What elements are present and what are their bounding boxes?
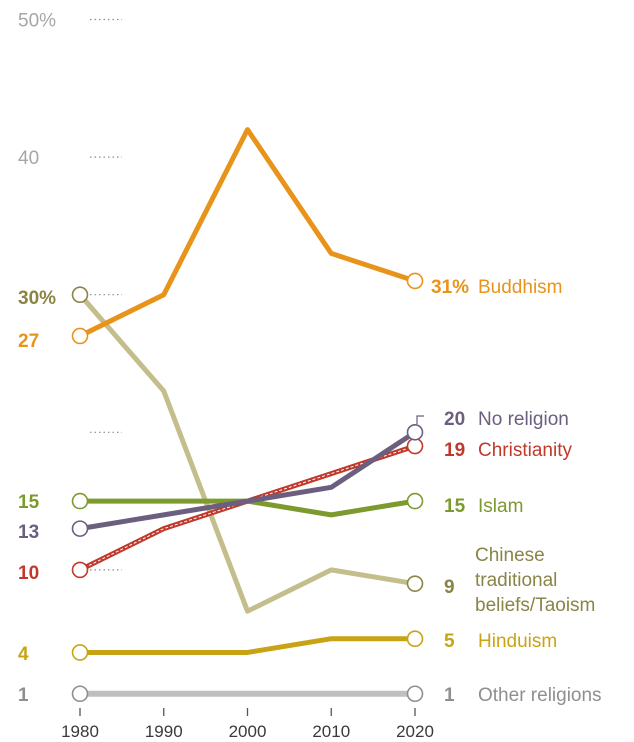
marker-chinese-traditional-beliefs-taoism-2020 xyxy=(406,575,424,592)
marker-hinduism-1980 xyxy=(71,644,89,661)
end-label-other-religions: 1 xyxy=(444,685,455,706)
marker-hinduism-2020 xyxy=(406,630,424,648)
end-label-chinese-traditional-beliefs-taoism: 9 xyxy=(444,577,455,598)
series-name-chinese-traditional-beliefs-taoism: Chinese traditional beliefs/Taoism xyxy=(475,545,595,616)
start-label-chinese-traditional-beliefs-taoism: 30% xyxy=(18,288,56,309)
series-line-chinese-traditional-beliefs-taoism xyxy=(78,293,416,614)
series-lines xyxy=(78,127,417,697)
series-name-line-1: Chinese xyxy=(475,545,545,566)
x-tick-1990: 1990 xyxy=(145,722,183,741)
series-name-buddhism: Buddhism xyxy=(478,277,563,298)
y-tick-50: 50% xyxy=(18,11,56,32)
end-label-christianity: 19 xyxy=(444,440,465,461)
end-label-islam: 15 xyxy=(444,496,466,517)
series-name-hinduism: Hinduism xyxy=(478,631,557,652)
marker-other-religions-1980 xyxy=(71,685,89,703)
start-label-no-religion: 13 xyxy=(18,522,39,543)
start-label-other-religions: 1 xyxy=(18,685,29,706)
marker-no-religion-2020 xyxy=(406,423,424,441)
marker-other-religions-2020 xyxy=(406,685,424,703)
start-label-christianity: 10 xyxy=(18,563,39,584)
end-label-no-religion: 20 xyxy=(444,409,465,430)
x-tick-2020: 2020 xyxy=(396,722,434,741)
y-axis-ticks: 50% 40 xyxy=(18,11,56,170)
series-name-islam: Islam xyxy=(478,496,523,517)
marker-buddhism-1980 xyxy=(71,327,89,345)
series-name-no-religion: No religion xyxy=(478,409,569,430)
x-tick-2000: 2000 xyxy=(229,722,267,741)
series-line-buddhism xyxy=(78,127,416,339)
x-axis-ticks: 1980 1990 2000 2010 2020 xyxy=(61,708,434,741)
series-markers xyxy=(71,272,424,703)
marker-islam-1980 xyxy=(71,492,89,510)
end-label-buddhism: 31% xyxy=(431,277,469,298)
series-name-line-3: beliefs/Taoism xyxy=(475,595,595,616)
start-label-hinduism: 4 xyxy=(18,644,29,665)
series-labels: 1 1 Other religions 4 5 Hinduism 30% 9 Chinese tr… xyxy=(18,277,602,706)
series-line-no-religion xyxy=(79,430,417,532)
marker-chinese-traditional-beliefs-taoism-1980 xyxy=(71,286,89,304)
series-name-line-2: traditional xyxy=(475,570,557,591)
y-tick-40: 40 xyxy=(18,148,39,169)
connector-no-religion xyxy=(416,415,424,424)
marker-no-religion-1980 xyxy=(71,520,89,537)
start-label-buddhism: 27 xyxy=(18,331,39,352)
x-tick-1980: 1980 xyxy=(61,722,99,741)
series-name-other-religions: Other religions xyxy=(478,685,602,706)
end-label-hinduism: 5 xyxy=(444,631,455,652)
marker-buddhism-2020 xyxy=(406,272,424,290)
marker-islam-2020 xyxy=(406,492,424,510)
series-name-christianity: Christianity xyxy=(478,440,572,461)
gridlines xyxy=(90,18,122,571)
start-label-islam: 15 xyxy=(18,492,40,513)
x-tick-2010: 2010 xyxy=(312,722,350,741)
marker-christianity-1980 xyxy=(71,561,89,579)
marker-christianity-2020 xyxy=(406,437,424,455)
series-line-hinduism xyxy=(80,636,415,655)
